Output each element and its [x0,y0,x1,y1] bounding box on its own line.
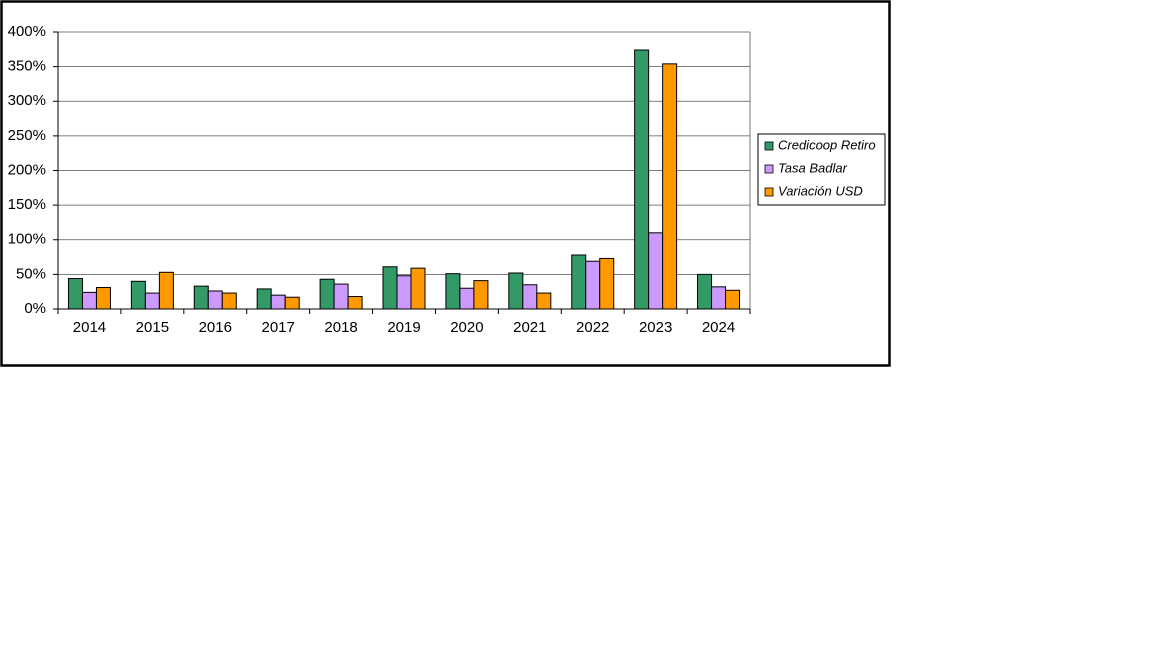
bar [585,260,601,310]
x-tick-label: 2017 [261,319,294,336]
bar [130,280,146,310]
bar [333,283,349,310]
bar [95,287,111,310]
bar [347,296,363,310]
x-tick-label: 2020 [450,319,483,336]
chart-frame [0,0,891,367]
bar [207,290,223,310]
bar [571,254,587,310]
bar [522,284,538,310]
x-tick-label: 2023 [639,319,672,336]
bar [459,287,475,310]
x-tick-label: 2018 [324,319,357,336]
bar [81,291,97,310]
x-tick-label: 2015 [136,319,169,336]
bar [158,271,174,310]
bar [445,273,461,310]
bar [536,292,552,310]
bar [193,285,209,310]
y-tick-label: 50% [16,265,46,282]
bar [144,292,160,310]
bar [508,272,524,310]
x-tick-label: 2016 [199,319,232,336]
y-tick-label: 300% [8,92,46,109]
y-tick-label: 400% [8,23,46,40]
x-tick-label: 2022 [576,319,609,336]
x-tick-label: 2024 [702,319,735,336]
bar [396,275,412,310]
x-tick-label: 2019 [387,319,420,336]
bar [67,278,83,310]
legend-swatch [764,164,774,174]
y-tick-label: 250% [8,127,46,144]
bar [410,267,426,310]
bar [697,273,713,310]
legend-label: Tasa Badlar [778,160,848,175]
y-tick-label: 100% [8,231,46,248]
y-tick-label: 150% [8,196,46,213]
bar [725,289,741,310]
bar [662,63,678,310]
legend-label: Credicoop Retiro [778,137,876,152]
legend-box [757,133,886,206]
bar [382,266,398,310]
x-tick-label: 2021 [513,319,546,336]
bar [599,257,615,310]
bar [648,232,664,310]
y-tick-label: 200% [8,161,46,178]
bar [711,286,727,310]
y-tick-label: 350% [8,58,46,75]
bar [634,49,650,310]
bar [284,296,300,310]
legend-swatch [764,187,774,197]
bar [221,292,237,310]
x-tick-label: 2014 [73,319,106,336]
y-tick-label: 0% [24,300,46,317]
bar [256,288,272,310]
legend-label: Variación USD [778,183,863,198]
bar [270,294,286,310]
legend-swatch [764,141,774,151]
bar [319,278,335,310]
legend: Credicoop Retiro Tasa Badlar Variación USD [757,133,886,206]
bar [473,280,489,310]
